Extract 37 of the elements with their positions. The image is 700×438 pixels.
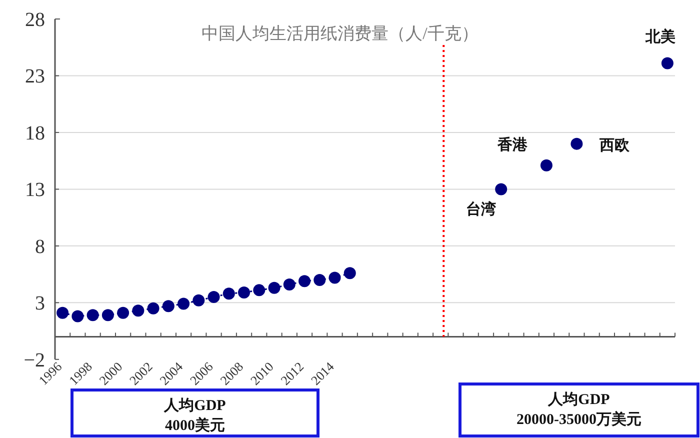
- y-tick-label: 28: [25, 9, 45, 31]
- y-tick-label: 8: [35, 236, 45, 258]
- point: [222, 288, 235, 300]
- y-tick-label: 23: [25, 66, 45, 88]
- point: [56, 306, 69, 319]
- point: [178, 298, 190, 310]
- series-label: 香港: [496, 136, 528, 154]
- point: [132, 304, 144, 317]
- series-label: 北美: [644, 27, 676, 46]
- point: [147, 302, 160, 314]
- point: [72, 310, 84, 322]
- y-tick-label: 3: [35, 292, 45, 315]
- point: [86, 309, 99, 322]
- point: [253, 284, 266, 296]
- point: [117, 306, 130, 319]
- point: [540, 159, 552, 172]
- point: [661, 57, 674, 70]
- series-label: 台湾: [466, 200, 496, 218]
- point: [298, 275, 311, 288]
- chart-title: 中国人均生活用纸消费量（人/千克）: [202, 24, 478, 43]
- y-tick-label: 13: [25, 179, 45, 202]
- point: [314, 274, 326, 286]
- series-label: 西欧: [598, 136, 631, 154]
- point: [102, 309, 114, 322]
- point: [268, 282, 280, 294]
- point: [570, 138, 583, 150]
- y-tick-label: 18: [25, 122, 45, 144]
- point: [344, 267, 356, 280]
- point: [283, 278, 296, 291]
- point: [328, 272, 341, 284]
- point: [192, 294, 205, 306]
- point: [495, 183, 508, 196]
- text: 人均GDP 20000-35000万美元: [516, 391, 642, 428]
- point: [238, 286, 250, 298]
- point: [162, 300, 174, 312]
- point: [208, 290, 220, 303]
- text: 人均GDP 4000美元: [163, 397, 226, 434]
